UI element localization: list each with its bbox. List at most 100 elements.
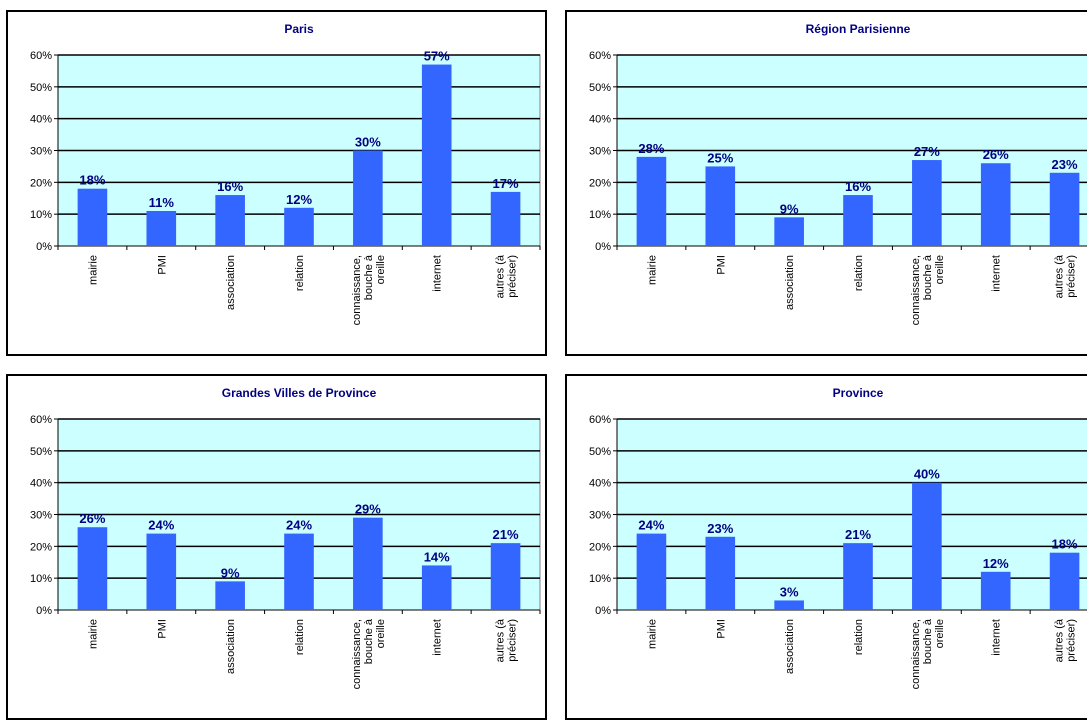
y-tick-label: 10% <box>30 209 52 221</box>
y-tick-label: 20% <box>30 177 52 189</box>
x-category-label: bouche à <box>922 254 934 300</box>
bar-value-label: 21% <box>493 527 519 542</box>
x-category-label: internet <box>432 619 444 656</box>
bar <box>146 533 177 610</box>
bar <box>774 600 804 610</box>
bar-value-label: 28% <box>638 141 664 156</box>
chart-svg: Grandes Villes de Province 0% 10% 20% 30% 40%… <box>30 386 541 689</box>
bar-value-label: 21% <box>845 527 871 542</box>
y-tick-label: 40% <box>30 114 52 126</box>
x-category-label: mairie <box>646 255 658 285</box>
chart-title: Grandes Villes de Province <box>222 386 377 400</box>
bar-value-label: 30% <box>355 135 381 150</box>
bar <box>421 64 452 246</box>
x-category-label: relation <box>853 255 865 291</box>
x-category-label: autres (à <box>495 254 507 298</box>
y-tick-label: 50% <box>30 446 52 458</box>
bar <box>353 517 383 610</box>
y-tick-label: 0% <box>595 241 611 253</box>
x-category-label: oreille <box>934 619 946 648</box>
bar <box>912 160 942 246</box>
x-category-label: association <box>784 619 796 674</box>
bar <box>843 543 873 610</box>
chart-svg: Région Parisienne 0% 10% 20% 30% 40% 50% 60% 28%… <box>589 22 1087 325</box>
chart-svg: Paris 0% 10% 20% 30% 40% 50% 60% 18% mairie 11% PMI… <box>30 22 541 325</box>
chart-title: Paris <box>284 22 314 36</box>
chart-panel-region-parisienne: Région Parisienne 0% 10% 20% 30% 40% 50% 60% 28%… <box>565 10 1087 356</box>
y-tick-label: 50% <box>589 82 611 94</box>
bar <box>636 533 667 610</box>
bar <box>215 581 245 610</box>
bar-value-label: 16% <box>217 179 243 194</box>
x-category-label: connaissance, <box>910 255 922 325</box>
chart-title: Région Parisienne <box>806 22 911 36</box>
x-category-label: internet <box>991 255 1003 292</box>
bar-value-label: 57% <box>424 49 450 64</box>
bar-value-label: 24% <box>638 518 664 533</box>
bar <box>1049 552 1080 610</box>
x-category-label: relation <box>853 619 865 655</box>
x-category-label: PMI <box>715 619 727 639</box>
y-tick-label: 30% <box>30 146 52 158</box>
bar-value-label: 3% <box>780 584 799 599</box>
bar-value-label: 9% <box>780 201 799 216</box>
x-category-label: autres (à <box>495 618 507 662</box>
bar-value-label: 27% <box>914 144 940 159</box>
bar-value-label: 16% <box>845 179 871 194</box>
y-tick-label: 20% <box>589 541 611 553</box>
x-category-label: association <box>784 255 796 310</box>
x-category-label: préciser) <box>1066 255 1078 298</box>
bar <box>705 166 736 246</box>
y-tick-label: 40% <box>589 114 611 126</box>
y-tick-label: 30% <box>589 510 611 522</box>
x-category-label: oreille <box>375 619 387 648</box>
bar-value-label: 26% <box>983 147 1009 162</box>
bar <box>421 565 452 610</box>
y-tick-label: 30% <box>589 146 611 158</box>
x-category-label: bouche à <box>922 618 934 664</box>
x-category-label: connaissance, <box>351 255 363 325</box>
bar <box>774 217 804 246</box>
y-tick-label: 20% <box>589 177 611 189</box>
y-tick-label: 10% <box>30 573 52 585</box>
bar <box>705 536 736 610</box>
chart-svg: Province 0% 10% 20% 30% 40% 50% 60% 24% mairie 23%… <box>589 386 1087 689</box>
bar <box>912 482 942 610</box>
bar-value-label: 18% <box>79 173 105 188</box>
bar <box>1049 172 1080 246</box>
y-tick-label: 30% <box>30 510 52 522</box>
bar <box>636 156 667 246</box>
x-category-label: bouche à <box>363 254 375 300</box>
x-category-label: PMI <box>156 619 168 639</box>
bar <box>146 210 177 246</box>
y-tick-label: 50% <box>589 446 611 458</box>
x-category-label: internet <box>991 619 1003 656</box>
x-category-label: préciser) <box>1066 619 1078 662</box>
bar-value-label: 11% <box>149 195 175 210</box>
x-category-label: connaissance, <box>910 619 922 689</box>
bar <box>77 527 108 610</box>
x-category-label: PMI <box>156 255 168 275</box>
y-tick-label: 40% <box>30 478 52 490</box>
x-category-label: bouche à <box>363 618 375 664</box>
x-category-label: autres (à <box>1054 254 1066 298</box>
bar-value-label: 40% <box>914 467 940 482</box>
chart-panel-grandes-villes: Grandes Villes de Province 0% 10% 20% 30% 40%… <box>6 374 547 720</box>
y-tick-label: 40% <box>589 478 611 490</box>
bar-value-label: 23% <box>707 521 733 536</box>
x-category-label: mairie <box>646 619 658 649</box>
bar <box>843 195 873 246</box>
chart-title: Province <box>833 386 884 400</box>
bar-value-label: 23% <box>1052 157 1078 172</box>
x-category-label: mairie <box>87 255 99 285</box>
bar-value-label: 24% <box>286 518 312 533</box>
bar <box>980 571 1011 610</box>
bar-value-label: 12% <box>286 192 312 207</box>
bar-value-label: 14% <box>424 549 450 564</box>
bar <box>980 163 1011 246</box>
x-category-label: association <box>225 255 237 310</box>
y-tick-label: 60% <box>589 414 611 426</box>
bar <box>490 543 521 610</box>
bar <box>490 191 521 246</box>
bar-value-label: 9% <box>221 565 240 580</box>
